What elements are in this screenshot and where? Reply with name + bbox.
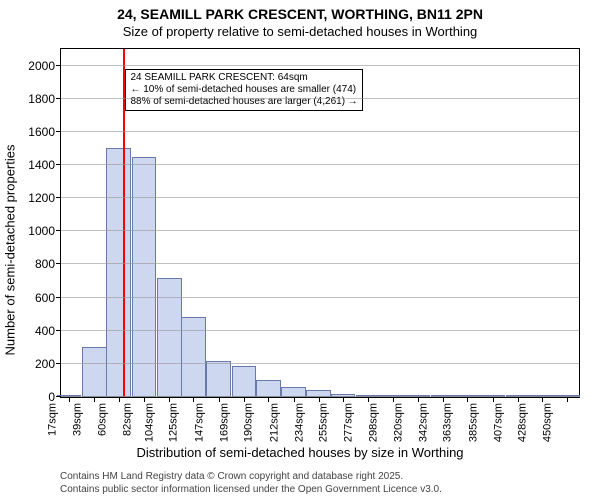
ytick-mark [56, 263, 61, 264]
xtick-label: 450sqm [542, 403, 554, 442]
xtick-mark [244, 397, 245, 402]
gridline [61, 65, 579, 66]
xtick-mark [418, 397, 419, 402]
gridline [61, 396, 579, 397]
ytick-label: 400 [35, 324, 55, 338]
xtick-label: 255sqm [317, 403, 329, 442]
annotation-box: 24 SEAMILL PARK CRESCENT: 64sqm ← 10% of… [125, 69, 362, 111]
chart-container: 24, SEAMILL PARK CRESCENT, WORTHING, BN1… [0, 0, 600, 500]
ytick-label: 2000 [28, 59, 55, 73]
histogram-bar [206, 361, 231, 397]
xtick-mark [542, 397, 543, 402]
xtick-mark [69, 397, 70, 402]
x-axis-label: Distribution of semi-detached houses by … [0, 445, 600, 460]
xtick-label: 125sqm [168, 403, 180, 442]
xtick-mark [268, 397, 269, 402]
gridline [61, 330, 579, 331]
xtick-mark [319, 397, 320, 402]
histogram-bar [157, 278, 182, 397]
histogram-bar [232, 366, 257, 397]
xtick-mark [567, 397, 568, 402]
xtick-label: 320sqm [392, 403, 404, 442]
ytick-label: 0 [48, 390, 55, 404]
xtick-label: 385sqm [467, 403, 479, 442]
gridline [61, 363, 579, 364]
plot-area: 24 SEAMILL PARK CRESCENT: 64sqm ← 10% of… [60, 48, 580, 398]
ytick-label: 800 [35, 257, 55, 271]
gridline [61, 131, 579, 132]
ytick-mark [56, 65, 61, 66]
gridline [61, 164, 579, 165]
xtick-mark [518, 397, 519, 402]
histogram-bar [256, 380, 281, 397]
ytick-label: 200 [35, 357, 55, 371]
ytick-mark [56, 330, 61, 331]
ytick-mark [56, 396, 61, 397]
ytick-label: 1200 [28, 191, 55, 205]
ytick-mark [56, 363, 61, 364]
xtick-label: 277sqm [343, 403, 355, 442]
annotation-line-2: ← 10% of semi-detached houses are smalle… [130, 84, 357, 96]
chart-title: 24, SEAMILL PARK CRESCENT, WORTHING, BN1… [0, 6, 600, 22]
histogram-bar [82, 347, 107, 397]
footer-line-1: Contains HM Land Registry data © Crown c… [60, 471, 442, 484]
xtick-label: 298sqm [367, 403, 379, 442]
xtick-label: 234sqm [293, 403, 305, 442]
xtick-label: 407sqm [492, 403, 504, 442]
annotation-line-1: 24 SEAMILL PARK CRESCENT: 64sqm [130, 72, 357, 84]
xtick-mark [219, 397, 220, 402]
xtick-label: 428sqm [517, 403, 529, 442]
xtick-mark [294, 397, 295, 402]
ytick-label: 1400 [28, 158, 55, 172]
xtick-mark [193, 397, 194, 402]
gridline [61, 263, 579, 264]
xtick-mark [144, 397, 145, 402]
xtick-label: 169sqm [218, 403, 230, 442]
chart-subtitle: Size of property relative to semi-detach… [0, 24, 600, 39]
ytick-label: 1600 [28, 125, 55, 139]
xtick-label: 212sqm [268, 403, 280, 442]
xtick-mark [94, 397, 95, 402]
y-axis-label: Number of semi-detached properties [3, 145, 18, 356]
xtick-mark [169, 397, 170, 402]
xtick-label: 342sqm [418, 403, 430, 442]
ytick-mark [56, 297, 61, 298]
gridline [61, 98, 579, 99]
xtick-mark [368, 397, 369, 402]
xtick-label: 190sqm [243, 403, 255, 442]
ytick-label: 1000 [28, 224, 55, 238]
xtick-label: 82sqm [121, 403, 133, 436]
gridline [61, 297, 579, 298]
xtick-mark [119, 397, 120, 402]
xtick-label: 363sqm [442, 403, 454, 442]
xtick-label: 17sqm [47, 403, 59, 436]
ytick-mark [56, 230, 61, 231]
xtick-label: 60sqm [96, 403, 108, 436]
xtick-mark [467, 397, 468, 402]
xtick-mark [343, 397, 344, 402]
gridline [61, 230, 579, 231]
xtick-mark [493, 397, 494, 402]
footer-text: Contains HM Land Registry data © Crown c… [60, 471, 442, 496]
xtick-label: 39sqm [72, 403, 84, 436]
xtick-mark [443, 397, 444, 402]
ytick-label: 600 [35, 291, 55, 305]
ytick-mark [56, 98, 61, 99]
histogram-bar [132, 157, 157, 397]
histogram-bar [106, 148, 131, 397]
ytick-mark [56, 197, 61, 198]
ytick-mark [56, 131, 61, 132]
ytick-mark [56, 164, 61, 165]
footer-line-2: Contains public sector information licen… [60, 484, 442, 497]
xtick-label: 147sqm [193, 403, 205, 442]
xtick-label: 104sqm [144, 403, 156, 442]
ytick-label: 1800 [28, 92, 55, 106]
gridline [61, 197, 579, 198]
xtick-mark [393, 397, 394, 402]
